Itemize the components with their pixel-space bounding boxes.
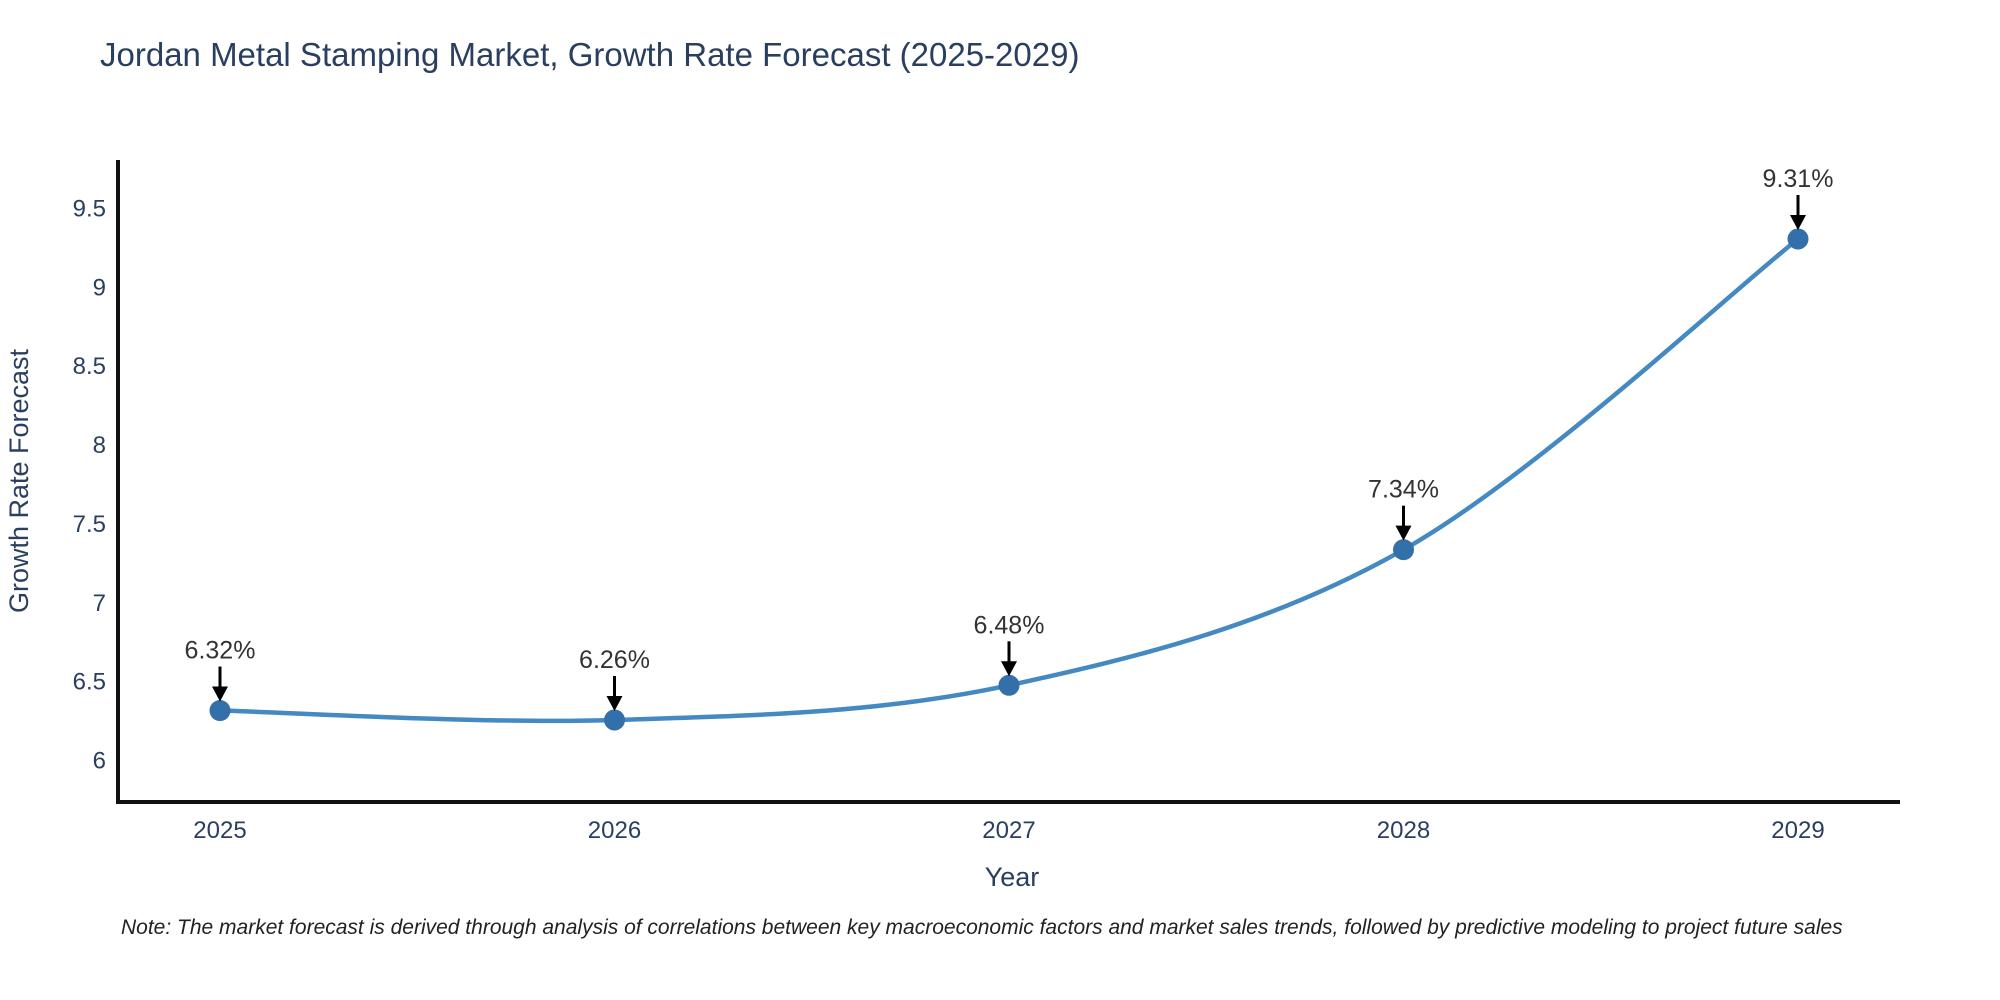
y-tick-label: 6 <box>93 747 106 774</box>
x-tick-label: 2029 <box>1771 817 1824 844</box>
data-point-marker <box>1787 228 1809 250</box>
point-annotation-label: 7.34% <box>1368 476 1439 504</box>
x-axis-title: Year <box>985 862 1040 892</box>
y-axis-title: Growth Rate Forecast <box>4 348 34 613</box>
y-tick-label: 9.5 <box>73 196 106 223</box>
chart-title: Jordan Metal Stamping Market, Growth Rat… <box>100 36 1080 73</box>
point-annotation-label: 6.26% <box>579 646 650 674</box>
footnote: Note: The market forecast is derived thr… <box>121 916 1843 939</box>
y-tick-label: 8.5 <box>73 353 106 380</box>
data-point-marker <box>604 709 625 731</box>
data-point-marker <box>209 700 231 722</box>
annotation-arrowhead-icon <box>1790 215 1806 231</box>
x-tick-label: 2027 <box>982 817 1035 844</box>
x-tick-label: 2025 <box>193 817 246 844</box>
point-annotation-label: 6.48% <box>974 611 1045 639</box>
y-tick-label: 9 <box>93 274 106 301</box>
x-tick-label: 2026 <box>588 817 641 844</box>
point-annotation-label: 6.32% <box>185 637 256 665</box>
axis-spines <box>116 160 1900 804</box>
y-tick-label: 7 <box>93 590 106 617</box>
y-tick-label: 8 <box>93 432 106 459</box>
point-annotation-label: 9.31% <box>1763 165 1834 193</box>
annotation-arrowhead-icon <box>1001 661 1017 677</box>
data-point-marker <box>1393 539 1414 561</box>
annotation-arrowhead-icon <box>606 695 623 711</box>
annotation-arrowhead-icon <box>212 686 228 702</box>
y-tick-label: 6.5 <box>73 669 106 696</box>
annotation-arrowhead-icon <box>1395 525 1412 541</box>
y-tick-label: 7.5 <box>73 511 106 538</box>
forecast-line <box>217 236 1801 724</box>
data-point-marker <box>998 674 1020 696</box>
x-tick-label: 2028 <box>1377 817 1430 844</box>
